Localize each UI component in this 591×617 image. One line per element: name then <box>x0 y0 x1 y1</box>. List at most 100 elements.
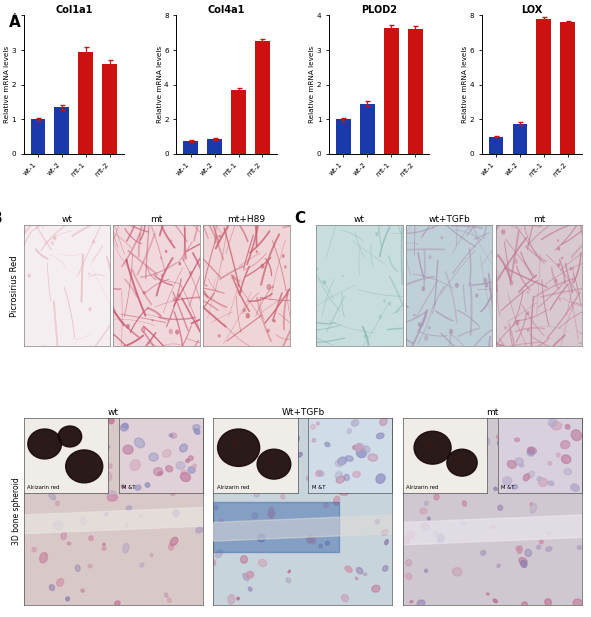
Title: mt: mt <box>151 215 163 225</box>
Ellipse shape <box>150 553 152 557</box>
Ellipse shape <box>269 510 275 518</box>
Ellipse shape <box>170 537 178 545</box>
Ellipse shape <box>420 429 428 437</box>
Circle shape <box>527 292 528 293</box>
Ellipse shape <box>297 452 302 457</box>
Ellipse shape <box>434 532 439 537</box>
Ellipse shape <box>284 450 291 458</box>
Circle shape <box>173 298 175 301</box>
Ellipse shape <box>401 536 409 545</box>
Circle shape <box>486 284 488 287</box>
Title: Col4a1: Col4a1 <box>208 5 245 15</box>
Ellipse shape <box>342 595 349 602</box>
Ellipse shape <box>49 585 54 590</box>
Ellipse shape <box>491 526 495 529</box>
Circle shape <box>527 312 529 315</box>
Ellipse shape <box>160 486 164 490</box>
Ellipse shape <box>102 547 106 550</box>
Ellipse shape <box>326 541 329 545</box>
Circle shape <box>218 334 220 337</box>
Text: C: C <box>294 211 306 226</box>
Ellipse shape <box>290 445 295 448</box>
Ellipse shape <box>498 441 504 447</box>
Circle shape <box>558 248 560 250</box>
Ellipse shape <box>288 570 290 573</box>
Ellipse shape <box>330 447 333 450</box>
Circle shape <box>570 268 572 270</box>
Ellipse shape <box>363 573 367 576</box>
Ellipse shape <box>142 473 145 476</box>
Ellipse shape <box>252 513 258 518</box>
Circle shape <box>141 328 145 332</box>
Circle shape <box>238 291 241 294</box>
Y-axis label: Relative mRNA levels: Relative mRNA levels <box>157 46 163 123</box>
Ellipse shape <box>461 521 466 525</box>
Circle shape <box>179 263 181 265</box>
Ellipse shape <box>408 462 414 468</box>
Ellipse shape <box>290 435 299 444</box>
Ellipse shape <box>237 597 239 600</box>
Ellipse shape <box>49 493 56 500</box>
Bar <box>255 41 270 154</box>
Ellipse shape <box>89 536 93 540</box>
Circle shape <box>169 329 172 334</box>
Bar <box>384 28 398 154</box>
Circle shape <box>424 336 428 340</box>
Y-axis label: Relative mRNA levels: Relative mRNA levels <box>309 46 316 123</box>
Circle shape <box>126 259 127 262</box>
Ellipse shape <box>517 546 522 553</box>
Ellipse shape <box>243 573 249 581</box>
Bar <box>31 119 46 154</box>
Ellipse shape <box>105 513 108 516</box>
Ellipse shape <box>168 544 173 550</box>
Ellipse shape <box>562 476 569 479</box>
Circle shape <box>422 287 424 291</box>
Polygon shape <box>213 515 392 541</box>
Ellipse shape <box>246 571 254 578</box>
Circle shape <box>144 292 145 294</box>
Circle shape <box>414 314 415 316</box>
Ellipse shape <box>345 566 352 573</box>
Ellipse shape <box>405 573 412 579</box>
Ellipse shape <box>170 488 176 495</box>
Ellipse shape <box>80 449 90 455</box>
Ellipse shape <box>417 439 422 444</box>
Circle shape <box>152 320 153 321</box>
Ellipse shape <box>265 426 269 429</box>
Ellipse shape <box>215 505 218 510</box>
Ellipse shape <box>545 547 552 551</box>
Ellipse shape <box>540 450 543 454</box>
Ellipse shape <box>452 568 462 576</box>
Ellipse shape <box>96 484 101 489</box>
Ellipse shape <box>135 453 138 457</box>
Ellipse shape <box>537 545 541 549</box>
Title: Col1a1: Col1a1 <box>55 5 93 15</box>
Bar <box>183 141 198 154</box>
Ellipse shape <box>186 424 191 429</box>
Ellipse shape <box>534 416 540 423</box>
Ellipse shape <box>220 520 223 523</box>
Circle shape <box>555 280 557 283</box>
Bar <box>79 52 93 154</box>
Ellipse shape <box>577 545 582 549</box>
Ellipse shape <box>256 437 259 440</box>
Bar <box>336 119 351 154</box>
Ellipse shape <box>67 542 71 545</box>
Circle shape <box>365 335 366 338</box>
Ellipse shape <box>140 563 144 567</box>
Ellipse shape <box>183 462 190 468</box>
Y-axis label: Relative mRNA levels: Relative mRNA levels <box>4 46 10 123</box>
Circle shape <box>557 239 558 241</box>
Ellipse shape <box>26 440 29 444</box>
Ellipse shape <box>271 466 278 473</box>
Circle shape <box>267 284 271 289</box>
Ellipse shape <box>314 459 322 468</box>
Ellipse shape <box>434 494 439 500</box>
Ellipse shape <box>268 507 274 517</box>
Circle shape <box>165 251 167 252</box>
Ellipse shape <box>496 435 501 439</box>
Circle shape <box>376 233 378 236</box>
Ellipse shape <box>370 466 373 469</box>
Ellipse shape <box>81 589 85 592</box>
Ellipse shape <box>160 462 162 464</box>
